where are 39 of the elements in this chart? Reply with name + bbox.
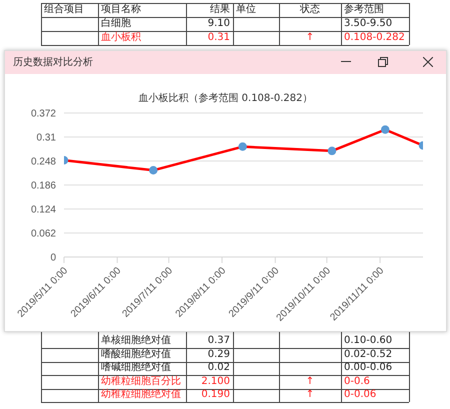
text: 0.190 (200, 388, 230, 402)
text: 血小板积 (101, 31, 142, 45)
y-tick-label: 0.372 (30, 108, 56, 120)
y-tick-label: 0.186 (30, 180, 56, 192)
text: 组合项目 (44, 3, 85, 17)
text: 0.29 (206, 348, 230, 362)
y-tick-label: 0.31 (36, 132, 56, 144)
text: 0-0.06 (344, 388, 378, 402)
text: 幼稚粒细胞百分比 (101, 375, 182, 388)
text: 白细胞 (101, 17, 132, 31)
text: 0-0.6 (344, 375, 371, 389)
text: 0.02 (206, 361, 230, 375)
text: ↑ (304, 31, 316, 45)
text: 9.10 (206, 17, 230, 31)
text: ↑ (304, 388, 316, 402)
text: 结果 (209, 3, 230, 17)
text: 状态 (299, 3, 321, 17)
y-tick-label: 0 (50, 252, 56, 264)
text: 0.31 (206, 31, 230, 45)
chart-subtitle: 血小板比积（参考范围 0.108-0.282） (137, 92, 314, 105)
text: 0.10-0.60 (344, 334, 394, 348)
text: 嗜酸细胞绝对值 (101, 348, 172, 362)
text: 0.108-0.282 (344, 31, 406, 45)
text: ↑ (304, 375, 316, 389)
text: 3.50-9.50 (344, 17, 394, 31)
y-tick-label: 0.062 (30, 228, 56, 240)
text: 0.02-0.52 (344, 348, 394, 362)
text: 单位 (236, 3, 257, 17)
text: 0.00-0.06 (344, 361, 394, 375)
y-tick-label: 0.248 (30, 156, 56, 168)
text: 嗜碱细胞绝对值 (101, 361, 172, 375)
text: 项目名称 (101, 3, 142, 17)
chart-title: 历史数据对比分析 (13, 56, 93, 69)
y-tick-label: 0.124 (30, 204, 56, 216)
text: 2.100 (200, 375, 230, 389)
text: 单核细胞绝对值 (101, 334, 172, 348)
text: 参考范围 (344, 3, 385, 17)
text: 0.37 (206, 334, 230, 348)
text: 幼稚粒细胞绝对值 (101, 388, 182, 402)
